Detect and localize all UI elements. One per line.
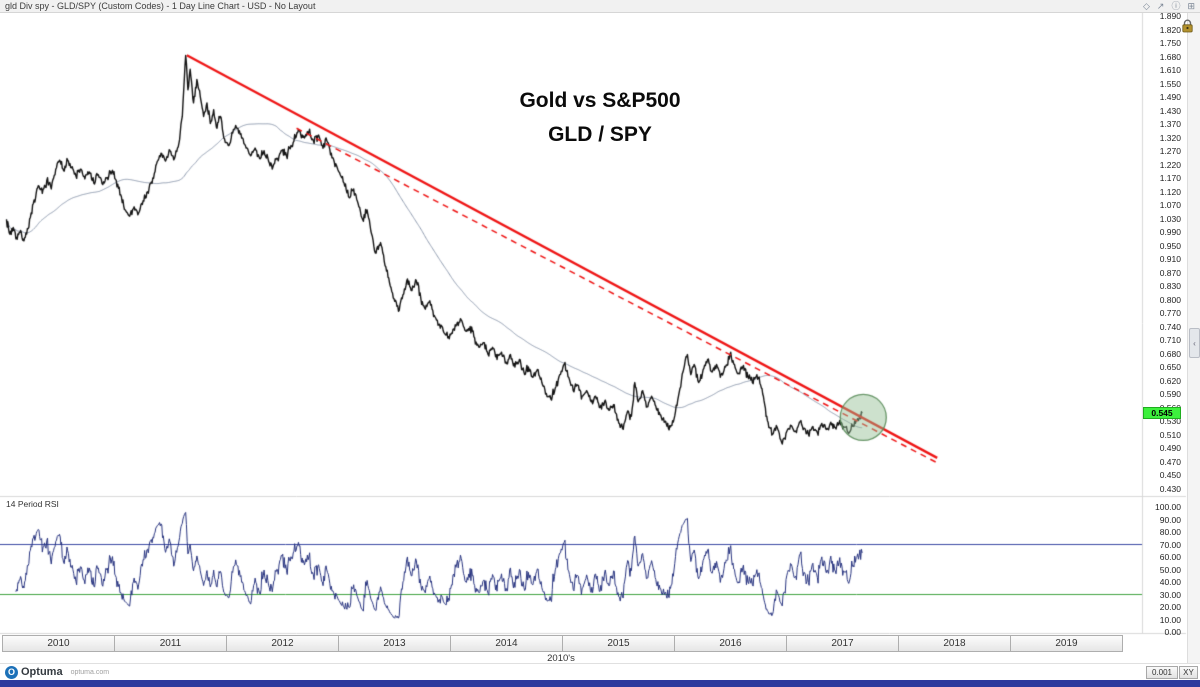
year-button-2016[interactable]: 2016 <box>674 635 787 652</box>
price-tick-label: 1.610 <box>1159 65 1181 76</box>
rsi-tick-label: 60.00 <box>1159 552 1181 562</box>
price-tick-label: 0.590 <box>1159 389 1181 400</box>
rsi-axis[interactable]: 100.00 90.00 80.00 70.00 60.00 50.00 40.00 30.0… <box>1143 0 1184 663</box>
side-panel-scrollbar[interactable]: ‹ <box>1187 13 1200 663</box>
price-tick-label: 1.490 <box>1159 92 1181 103</box>
price-tick-label: 1.550 <box>1159 78 1181 89</box>
lock-icon[interactable] <box>1181 19 1194 33</box>
price-tick-label: 0.870 <box>1159 267 1181 278</box>
rsi-tick-label: 70.00 <box>1159 539 1181 550</box>
brand-name: Optuma <box>21 666 63 678</box>
info-icon[interactable]: ⓘ <box>1171 1 1181 11</box>
price-tick-label: 1.220 <box>1159 159 1181 170</box>
price-tick-label: 1.750 <box>1159 38 1181 49</box>
window-title-text: gld Div spy - GLD/SPY (Custom Codes) - 1… <box>5 1 316 11</box>
year-button-2011[interactable]: 2011 <box>114 635 227 652</box>
price-tick-label: 0.620 <box>1159 375 1181 386</box>
price-tick-label: 1.680 <box>1159 51 1181 62</box>
price-tick-label: 0.740 <box>1159 321 1181 332</box>
year-button-2019[interactable]: 2019 <box>1010 635 1123 652</box>
rsi-tick-label: 10.00 <box>1159 614 1181 625</box>
price-tick-label: 0.470 <box>1159 456 1181 467</box>
price-tick-label: 0.490 <box>1159 443 1181 454</box>
titlebar-icon-group: ◇ ↗ ⓘ ⊞ <box>1143 0 1195 12</box>
price-tick-label: 1.370 <box>1159 119 1181 130</box>
year-button-2017[interactable]: 2017 <box>786 635 899 652</box>
diamond-icon[interactable]: ◇ <box>1142 1 1150 11</box>
price-tick-label: 1.430 <box>1159 105 1181 116</box>
price-tick-label: 1.320 <box>1159 132 1181 143</box>
rsi-tick-label: 40.00 <box>1159 577 1181 587</box>
price-tick-label: 1.820 <box>1159 24 1181 35</box>
status-footer: O Optuma optuma.com <box>0 663 1200 680</box>
price-tick-label: 0.710 <box>1159 335 1181 346</box>
last-price-badge: 0.545 <box>1143 407 1181 420</box>
pop-out-icon[interactable]: ↗ <box>1156 1 1165 11</box>
price-tick-label: 0.800 <box>1159 294 1181 305</box>
price-tick-label: 0.910 <box>1159 254 1181 265</box>
bottom-accent-strip <box>0 680 1200 687</box>
year-button-2015[interactable]: 2015 <box>562 635 675 652</box>
year-button-2014[interactable]: 2014 <box>450 635 563 652</box>
price-tick-label: 0.830 <box>1159 281 1181 292</box>
rsi-tick-label: 90.00 <box>1159 514 1181 525</box>
collapse-panel-icon: ‹ <box>1193 338 1196 348</box>
rsi-tick-label: 30.00 <box>1159 589 1181 600</box>
year-button-2013[interactable]: 2013 <box>338 635 451 652</box>
collapse-panel-handle[interactable]: ‹ <box>1189 328 1200 358</box>
price-tick-label: 1.270 <box>1159 146 1181 157</box>
brand-url: optuma.com <box>70 668 110 676</box>
price-tick-label: 1.170 <box>1159 173 1181 184</box>
price-tick-label: 1.030 <box>1159 213 1181 224</box>
price-tick-label: 0.680 <box>1159 348 1181 359</box>
price-tick-label: 0.950 <box>1159 240 1181 251</box>
chart-title-line1: Gold vs S&P500 <box>519 89 681 112</box>
price-tick-label: 1.120 <box>1159 186 1181 197</box>
price-tick-label: 0.990 <box>1159 227 1181 238</box>
price-tick-label: 0.530 <box>1159 416 1181 427</box>
year-button-2018[interactable]: 2018 <box>898 635 1011 652</box>
axis-scale-button[interactable]: 0.001 <box>1146 666 1178 679</box>
rsi-tick-label: 80.00 <box>1159 527 1181 537</box>
year-button-2012[interactable]: 2012 <box>226 635 339 652</box>
chart-title-annotation[interactable]: Gold vs S&P500 GLD / SPY <box>460 84 740 152</box>
rsi-tick-label: 50.00 <box>1159 564 1181 575</box>
layout-grid-icon[interactable]: ⊞ <box>1187 1 1195 11</box>
price-tick-label: 0.770 <box>1159 308 1181 319</box>
price-tick-label: 0.650 <box>1159 362 1181 373</box>
window-titlebar[interactable]: gld Div spy - GLD/SPY (Custom Codes) - 1… <box>0 0 1200 13</box>
price-tick-label: 0.450 <box>1159 470 1181 481</box>
chart-title-line2: GLD / SPY <box>548 123 652 146</box>
rsi-tick-label: 100.00 <box>1155 502 1181 512</box>
price-tick-label: 1.070 <box>1159 200 1181 211</box>
rsi-tick-label: 0.00 <box>1164 627 1181 637</box>
optuma-logo-icon[interactable]: O <box>5 665 18 679</box>
price-tick-label: 0.510 <box>1159 429 1181 440</box>
xy-axis-button[interactable]: XY <box>1179 666 1198 679</box>
year-button-2010[interactable]: 2010 <box>2 635 115 652</box>
rsi-tick-label: 20.00 <box>1159 602 1181 612</box>
rsi-panel-label: 14 Period RSI <box>6 499 59 509</box>
decade-axis-label: 2010's <box>547 653 575 664</box>
price-tick-label: 1.890 <box>1159 11 1181 21</box>
price-tick-label: 0.430 <box>1159 484 1181 494</box>
